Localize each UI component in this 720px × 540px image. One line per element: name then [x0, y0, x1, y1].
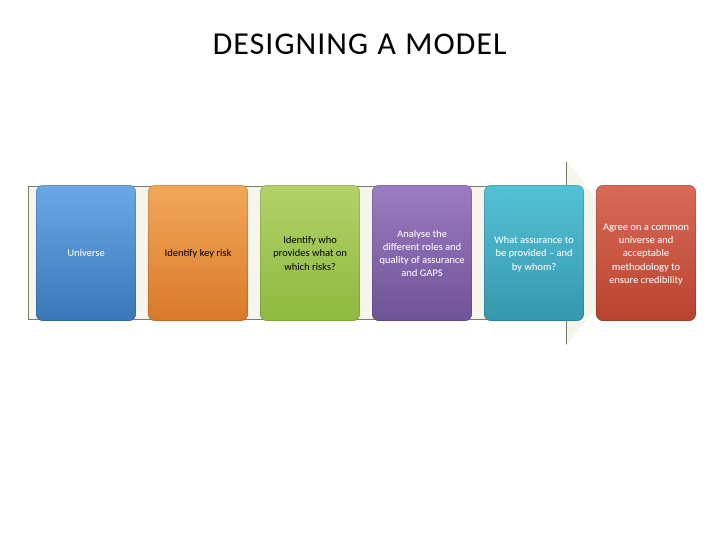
- step-label: Universe: [67, 246, 104, 259]
- step-agree-methodology: Agree on a common universe and acceptabl…: [596, 185, 696, 321]
- step-label: Identify who provides what on which risk…: [266, 233, 354, 272]
- step-identify-key-risk: Identify key risk: [148, 185, 248, 321]
- step-universe: Universe: [36, 185, 136, 321]
- page-title: DESIGNING A MODEL: [0, 24, 720, 63]
- step-label: Identify key risk: [165, 246, 232, 259]
- step-label: Agree on a common universe and acceptabl…: [602, 220, 690, 286]
- step-analyse-roles: Analyse the different roles and quality …: [372, 185, 472, 321]
- step-what-assurance: What assurance to be provided – and by w…: [484, 185, 584, 321]
- steps-container: Universe Identify key risk Identify who …: [36, 185, 696, 321]
- step-label: What assurance to be provided – and by w…: [490, 233, 578, 272]
- step-identify-who-provides: Identify who provides what on which risk…: [260, 185, 360, 321]
- step-label: Analyse the different roles and quality …: [378, 227, 466, 280]
